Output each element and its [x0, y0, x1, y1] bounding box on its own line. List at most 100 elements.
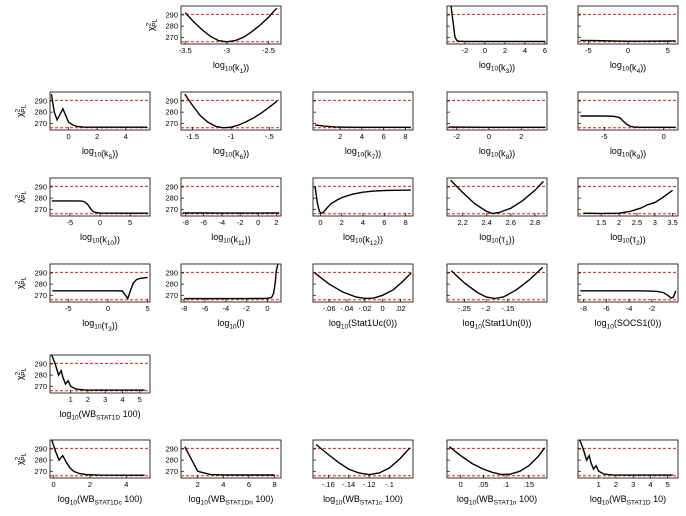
- x-tick-label: 1.5: [596, 218, 606, 227]
- profile-curve: [51, 200, 149, 214]
- panel: -2 0 2 log10(k8)): [446, 91, 548, 161]
- profile-curve: [314, 272, 412, 300]
- panel: 0 .05 .1 .15 log10(WBSTAT1n 100): [446, 439, 548, 507]
- x-tick-label: 2: [614, 480, 618, 489]
- y-tick-label: 270: [34, 382, 47, 391]
- x-tick-label: 0: [52, 480, 56, 489]
- x-tick-label: -3.5: [179, 46, 192, 55]
- y-tick-label: 270: [34, 119, 47, 128]
- x-tick-label: -5: [67, 218, 74, 227]
- x-tick-label: 2: [519, 132, 523, 141]
- x-tick-label: 0: [256, 218, 260, 227]
- panel-frame: [577, 5, 679, 45]
- x-tick-label: -.04: [340, 304, 353, 313]
- x-axis-label: log10(Stat1Uc(0)): [329, 318, 397, 331]
- panel: 2 4 6 8 270 280 290 log10(WBSTAT1Dn 100): [165, 439, 282, 507]
- x-tick-label: 0: [318, 218, 322, 227]
- profile-curve: [315, 443, 411, 476]
- x-axis-label: log10(k6)): [213, 146, 249, 161]
- y-tick-label: 270: [34, 467, 47, 476]
- y-tick-label: 290: [165, 268, 178, 277]
- panel: -8 -6 -4 -2 log10(SOCS1(0)): [577, 263, 679, 331]
- x-axis-label: log10(k3)): [479, 60, 515, 75]
- panel: 2 4 6 8 log10(k7)): [312, 91, 414, 161]
- y-axis-label: χ2PL: [15, 104, 28, 117]
- x-tick-label: -.15: [501, 304, 514, 313]
- x-tick-label: -2: [453, 132, 460, 141]
- y-tick-label: 290: [165, 96, 178, 105]
- x-tick-label: 0: [106, 304, 110, 313]
- x-tick-label: 4: [361, 218, 365, 227]
- svg-text:χ2PL: χ2PL: [146, 18, 159, 31]
- x-tick-label: -.06: [323, 304, 336, 313]
- y-tick-label: 270: [165, 119, 178, 128]
- panel: 0 2 4 270 280 290 log10(k5)): [34, 91, 151, 161]
- panel: 1.5 2 2.5 3 3.5 log10(τ2)): [577, 177, 679, 247]
- x-axis-label: log10(l): [217, 318, 244, 331]
- x-tick-label: 8: [403, 132, 407, 141]
- panel: -5 0 5 270 280 290 log10(τ3)): [34, 263, 151, 333]
- x-tick-label: 0: [98, 218, 102, 227]
- y-tick-label: 280: [165, 22, 178, 31]
- panel: -3.5 -3 -2.5 270 280 290 log10(k1)): [165, 5, 282, 75]
- panel: -5 0 5 270 280 290 log10(k10)): [34, 177, 151, 247]
- x-axis-label: log10(k10)): [80, 232, 120, 247]
- x-tick-label: 5: [128, 218, 132, 227]
- panel-frame: [180, 5, 282, 45]
- y-axis-label: χ2PL: [146, 18, 159, 31]
- x-axis-label: log10(k8)): [479, 146, 515, 161]
- x-tick-label: 0: [381, 304, 385, 313]
- x-tick-label: 1: [69, 395, 73, 404]
- panel-frame: [49, 439, 151, 479]
- x-tick-label: 1: [597, 480, 601, 489]
- x-tick-label: -2.5: [262, 46, 275, 55]
- y-tick-label: 280: [165, 108, 178, 117]
- profile-curve: [50, 94, 148, 128]
- profile-curve: [580, 115, 676, 128]
- x-tick-label: 5: [138, 395, 142, 404]
- panel-frame: [577, 177, 679, 217]
- x-tick-label: 2.8: [530, 218, 540, 227]
- x-tick-label: 3.5: [667, 218, 677, 227]
- y-tick-label: 270: [165, 33, 178, 42]
- x-tick-label: 4: [648, 480, 652, 489]
- x-tick-label: -2: [237, 218, 244, 227]
- x-tick-label: 2.5: [632, 218, 642, 227]
- x-tick-label: .1: [503, 480, 509, 489]
- profile-curve: [51, 355, 145, 391]
- x-tick-label: 4: [221, 480, 225, 489]
- x-tick-label: -2: [649, 304, 656, 313]
- profile-curve: [51, 440, 145, 476]
- profile-curve: [450, 6, 545, 43]
- y-tick-label: 270: [165, 291, 178, 300]
- y-tick-label: 280: [34, 456, 47, 465]
- x-tick-label: 4: [124, 480, 128, 489]
- panel: -5 0 5 log10(k4)): [577, 5, 679, 75]
- x-tick-label: -8: [181, 304, 188, 313]
- profile-curve: [450, 266, 544, 300]
- y-tick-label: 290: [34, 96, 47, 105]
- x-axis-label: log10(WBSTAT1D 10): [590, 494, 666, 507]
- x-tick-label: -6: [202, 304, 209, 313]
- y-tick-label: 280: [165, 280, 178, 289]
- x-tick-label: -6: [603, 304, 610, 313]
- x-tick-label: 6: [543, 46, 547, 55]
- x-tick-label: 4: [124, 132, 128, 141]
- x-tick-label: 2: [274, 218, 278, 227]
- profile-curve: [52, 276, 148, 301]
- x-tick-label: 0: [626, 46, 630, 55]
- x-tick-label: 2.4: [482, 218, 492, 227]
- x-tick-label: .15: [524, 480, 534, 489]
- profile-curve: [450, 179, 544, 215]
- panel-frame: [49, 354, 151, 394]
- panel-frame: [446, 439, 548, 479]
- x-axis-label: log10(Stat1Un(0)): [463, 318, 532, 331]
- x-tick-label: -.2: [482, 304, 491, 313]
- panel: -5 0 log10(k9)): [577, 91, 679, 161]
- x-tick-label: 5: [146, 304, 150, 313]
- x-tick-label: -.1: [385, 480, 394, 489]
- x-tick-label: 3: [653, 218, 657, 227]
- x-tick-label: 2: [88, 480, 92, 489]
- x-tick-label: 0: [265, 304, 269, 313]
